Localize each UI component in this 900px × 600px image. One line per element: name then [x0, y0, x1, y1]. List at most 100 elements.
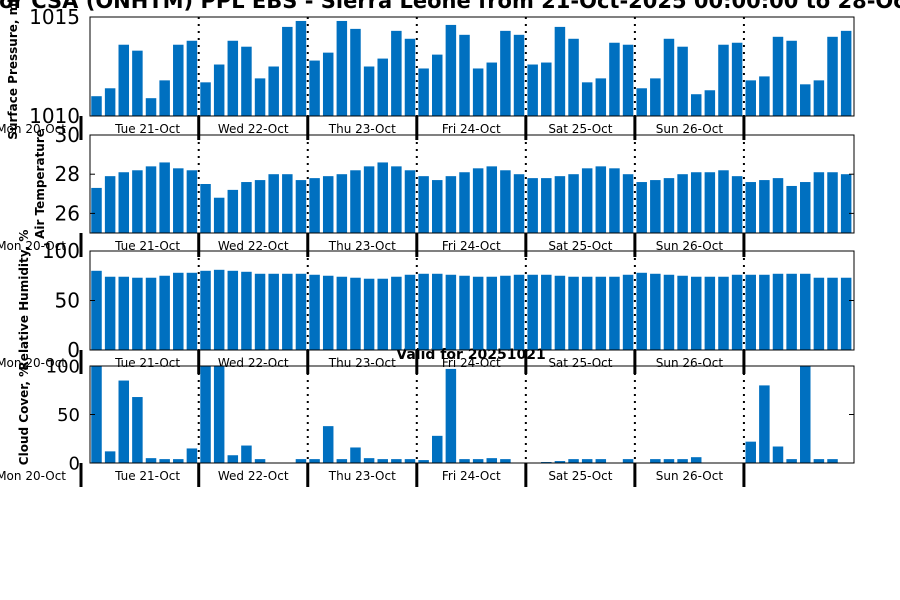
data-bar: [186, 272, 198, 350]
data-bar: [213, 366, 225, 463]
data-bar: [322, 426, 334, 463]
x-day-label: Tue 21-Oct: [114, 239, 180, 253]
data-bar: [418, 273, 429, 350]
data-bar: [568, 276, 579, 350]
y-tick-label: 0: [67, 338, 80, 362]
data-bar: [268, 174, 279, 233]
data-bar: [227, 189, 239, 233]
data-bar: [213, 197, 225, 233]
data-bar: [486, 458, 498, 463]
data-bar: [254, 180, 266, 233]
chart-panel-3: 0 50 100 Relative Humidity, %Mon 20-Oct Tue …: [0, 230, 855, 374]
y-tick-label: 50: [57, 405, 80, 426]
data-bar: [472, 276, 484, 350]
data-bar: [568, 174, 579, 233]
data-bar: [731, 176, 743, 233]
data-bar: [472, 459, 484, 463]
data-bar: [813, 277, 825, 350]
data-bar: [800, 366, 811, 463]
data-bar: [759, 274, 770, 350]
data-bar: [650, 180, 661, 233]
data-bar: [200, 184, 211, 233]
data-bar: [827, 36, 838, 116]
x-start-label: Mon 20-Oct: [0, 239, 66, 253]
data-bar: [377, 459, 388, 463]
data-bar: [677, 174, 688, 233]
data-bar: [432, 435, 443, 463]
data-bar: [554, 26, 566, 116]
data-bar: [840, 174, 852, 233]
x-day-label: Tue 21-Oct: [114, 469, 180, 483]
data-bar: [254, 459, 266, 463]
data-bar: [500, 30, 511, 116]
data-bar: [827, 277, 838, 350]
data-bar: [91, 187, 102, 233]
data-bar: [459, 172, 470, 233]
data-bar: [132, 50, 143, 116]
data-bar: [309, 459, 320, 463]
data-bar: [827, 172, 838, 233]
data-bar: [472, 168, 484, 233]
data-bar: [772, 273, 784, 350]
data-bar: [118, 172, 130, 233]
data-bar: [581, 459, 593, 463]
data-bar: [800, 273, 811, 350]
data-bar: [445, 274, 457, 350]
data-bar: [663, 274, 675, 350]
data-bar: [840, 277, 852, 350]
data-bar: [759, 76, 770, 116]
data-bar: [636, 182, 647, 233]
data-bar: [418, 460, 429, 463]
x-day-label: Sat 25-Oct: [548, 239, 612, 253]
data-bar: [336, 276, 348, 350]
data-bar: [173, 44, 184, 116]
data-bar: [391, 30, 402, 116]
data-bar: [622, 459, 634, 463]
data-bar: [650, 78, 661, 116]
data-bar: [186, 448, 198, 463]
data-bar: [241, 46, 252, 117]
data-bar: [118, 380, 130, 463]
data-bar: [432, 273, 443, 350]
data-bar: [104, 88, 116, 116]
data-bar: [295, 20, 307, 116]
data-bar: [745, 441, 756, 463]
x-day-label: Fri 24-Oct: [442, 469, 501, 483]
y-tick-label: 1015: [29, 5, 80, 29]
data-bar: [418, 68, 429, 116]
x-day-label: Sun 26-Oct: [656, 469, 724, 483]
y-tick-label: 0: [69, 453, 80, 474]
x-day-label: Sun 26-Oct: [656, 122, 724, 136]
data-bar: [718, 44, 729, 116]
data-bar: [759, 180, 770, 233]
data-bar: [309, 274, 320, 350]
data-bar: [500, 275, 511, 350]
data-bar: [295, 180, 307, 233]
data-bar: [91, 96, 102, 116]
data-bar: [363, 278, 375, 350]
data-bar: [459, 34, 470, 116]
data-bar: [704, 276, 716, 350]
data-bar: [173, 168, 184, 233]
data-bar: [145, 166, 157, 233]
data-bar: [827, 459, 838, 463]
data-bar: [132, 277, 143, 350]
data-bar: [609, 168, 620, 233]
data-bar: [404, 170, 416, 233]
y-axis-label: Cloud Cover, %: [17, 365, 31, 465]
x-day-label: Sun 26-Oct: [656, 239, 724, 253]
data-bar: [377, 278, 388, 350]
x-day-label: Sat 25-Oct: [548, 469, 612, 483]
data-bar: [813, 459, 825, 463]
data-bar: [200, 270, 211, 350]
data-bar: [418, 176, 429, 233]
x-day-label: Wed 22-Oct: [218, 239, 289, 253]
data-bar: [622, 44, 634, 116]
data-bar: [731, 42, 743, 116]
x-day-label: Sun 26-Oct: [656, 356, 724, 370]
data-bar: [282, 26, 293, 116]
data-bar: [568, 38, 579, 116]
data-bar: [200, 366, 211, 463]
